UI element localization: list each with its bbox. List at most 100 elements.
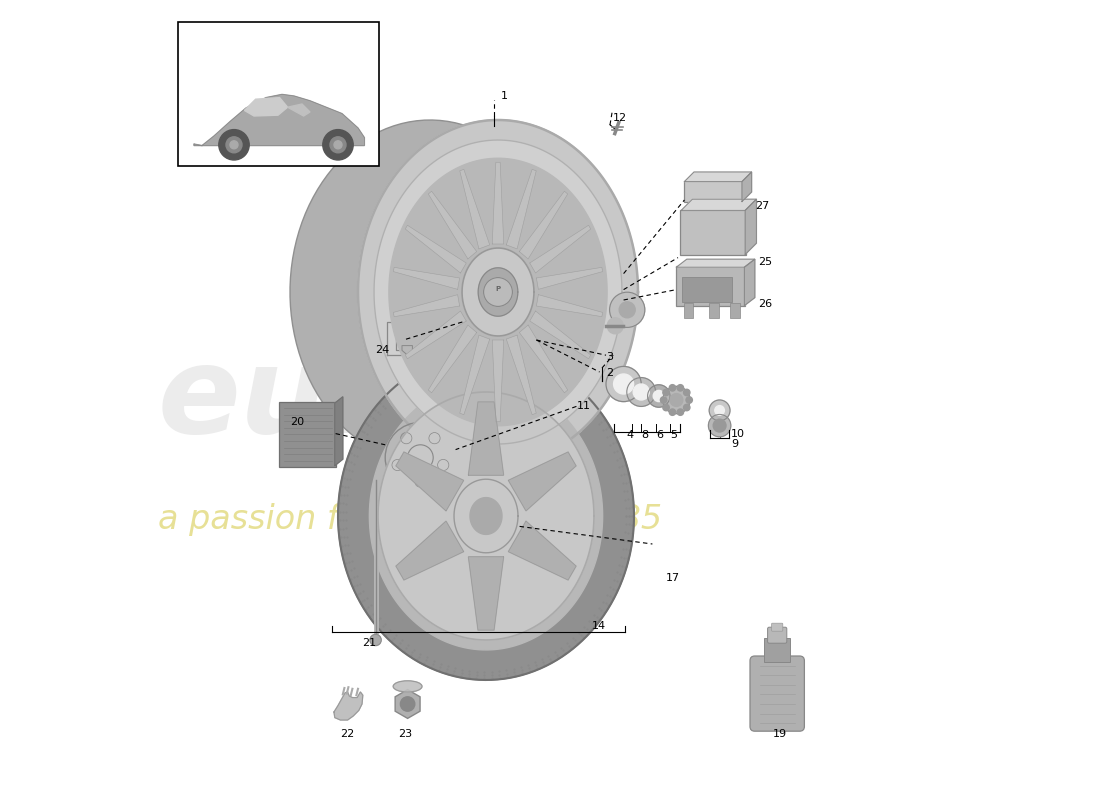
Polygon shape <box>244 98 287 116</box>
Ellipse shape <box>653 390 664 402</box>
Circle shape <box>429 433 440 444</box>
Circle shape <box>686 397 692 403</box>
FancyBboxPatch shape <box>771 623 783 631</box>
Circle shape <box>330 137 346 153</box>
Ellipse shape <box>614 374 634 394</box>
Text: a passion for parts since 1985: a passion for parts since 1985 <box>158 503 662 537</box>
Polygon shape <box>537 294 603 317</box>
Polygon shape <box>334 692 363 720</box>
Ellipse shape <box>670 394 683 406</box>
FancyBboxPatch shape <box>682 277 732 302</box>
Polygon shape <box>428 325 476 393</box>
Circle shape <box>710 400 730 421</box>
Circle shape <box>392 459 404 470</box>
Text: 17: 17 <box>666 573 680 582</box>
Text: 8: 8 <box>641 430 648 440</box>
Polygon shape <box>460 335 490 414</box>
Polygon shape <box>460 170 490 249</box>
Polygon shape <box>374 140 621 444</box>
Ellipse shape <box>606 366 641 402</box>
Polygon shape <box>462 248 534 336</box>
Circle shape <box>669 385 675 391</box>
Circle shape <box>408 445 433 470</box>
Polygon shape <box>389 158 607 426</box>
FancyBboxPatch shape <box>768 627 786 643</box>
Polygon shape <box>530 311 591 358</box>
Polygon shape <box>742 172 751 202</box>
Polygon shape <box>402 346 412 355</box>
Polygon shape <box>428 191 476 259</box>
Polygon shape <box>745 259 755 306</box>
Text: 20: 20 <box>290 418 304 427</box>
Polygon shape <box>396 521 463 580</box>
Ellipse shape <box>663 386 690 414</box>
Polygon shape <box>684 172 751 182</box>
Polygon shape <box>681 199 757 210</box>
FancyBboxPatch shape <box>683 303 693 318</box>
Polygon shape <box>396 452 463 511</box>
Text: 12: 12 <box>613 113 627 122</box>
Polygon shape <box>394 294 460 317</box>
FancyBboxPatch shape <box>683 181 743 202</box>
Text: 19: 19 <box>772 730 786 739</box>
Polygon shape <box>492 162 504 244</box>
Text: 6: 6 <box>657 430 663 440</box>
Circle shape <box>715 406 725 415</box>
FancyBboxPatch shape <box>710 303 718 318</box>
Polygon shape <box>394 267 460 290</box>
FancyBboxPatch shape <box>730 303 739 318</box>
Polygon shape <box>358 120 638 464</box>
Circle shape <box>708 414 730 437</box>
Ellipse shape <box>634 384 649 400</box>
FancyBboxPatch shape <box>178 22 378 166</box>
Polygon shape <box>492 340 504 422</box>
Text: 24: 24 <box>375 346 389 355</box>
Circle shape <box>334 141 342 149</box>
Polygon shape <box>454 479 518 553</box>
Polygon shape <box>519 191 568 259</box>
Polygon shape <box>334 397 343 466</box>
Circle shape <box>219 130 250 160</box>
Text: 5: 5 <box>670 430 676 440</box>
Polygon shape <box>405 311 466 358</box>
Polygon shape <box>387 322 408 355</box>
Polygon shape <box>745 199 757 254</box>
Circle shape <box>683 390 690 396</box>
Text: P: P <box>495 286 500 292</box>
Polygon shape <box>370 382 603 650</box>
Polygon shape <box>530 226 591 273</box>
Text: 25: 25 <box>758 258 772 267</box>
Polygon shape <box>508 452 576 511</box>
Circle shape <box>322 130 353 160</box>
Text: 14: 14 <box>592 621 606 630</box>
Circle shape <box>385 422 455 493</box>
Polygon shape <box>290 120 581 464</box>
Circle shape <box>678 385 683 391</box>
Polygon shape <box>469 557 504 630</box>
Circle shape <box>678 409 683 415</box>
Ellipse shape <box>648 385 670 407</box>
Text: 27: 27 <box>755 202 769 211</box>
Polygon shape <box>470 498 502 534</box>
Polygon shape <box>469 402 504 475</box>
Text: 11: 11 <box>576 402 591 411</box>
Polygon shape <box>519 325 568 393</box>
Circle shape <box>400 697 415 711</box>
Ellipse shape <box>627 378 656 406</box>
Polygon shape <box>338 352 634 680</box>
Polygon shape <box>478 268 518 316</box>
Text: 3: 3 <box>606 352 613 362</box>
Circle shape <box>415 476 426 487</box>
Polygon shape <box>508 521 576 580</box>
FancyBboxPatch shape <box>278 402 337 467</box>
Circle shape <box>438 459 449 470</box>
Text: 10: 10 <box>730 429 745 438</box>
Circle shape <box>484 278 513 306</box>
Polygon shape <box>506 170 536 249</box>
Circle shape <box>609 292 645 327</box>
Polygon shape <box>287 104 310 116</box>
Circle shape <box>663 390 669 396</box>
Circle shape <box>669 409 675 415</box>
Polygon shape <box>676 259 755 267</box>
Text: 2: 2 <box>606 368 613 378</box>
